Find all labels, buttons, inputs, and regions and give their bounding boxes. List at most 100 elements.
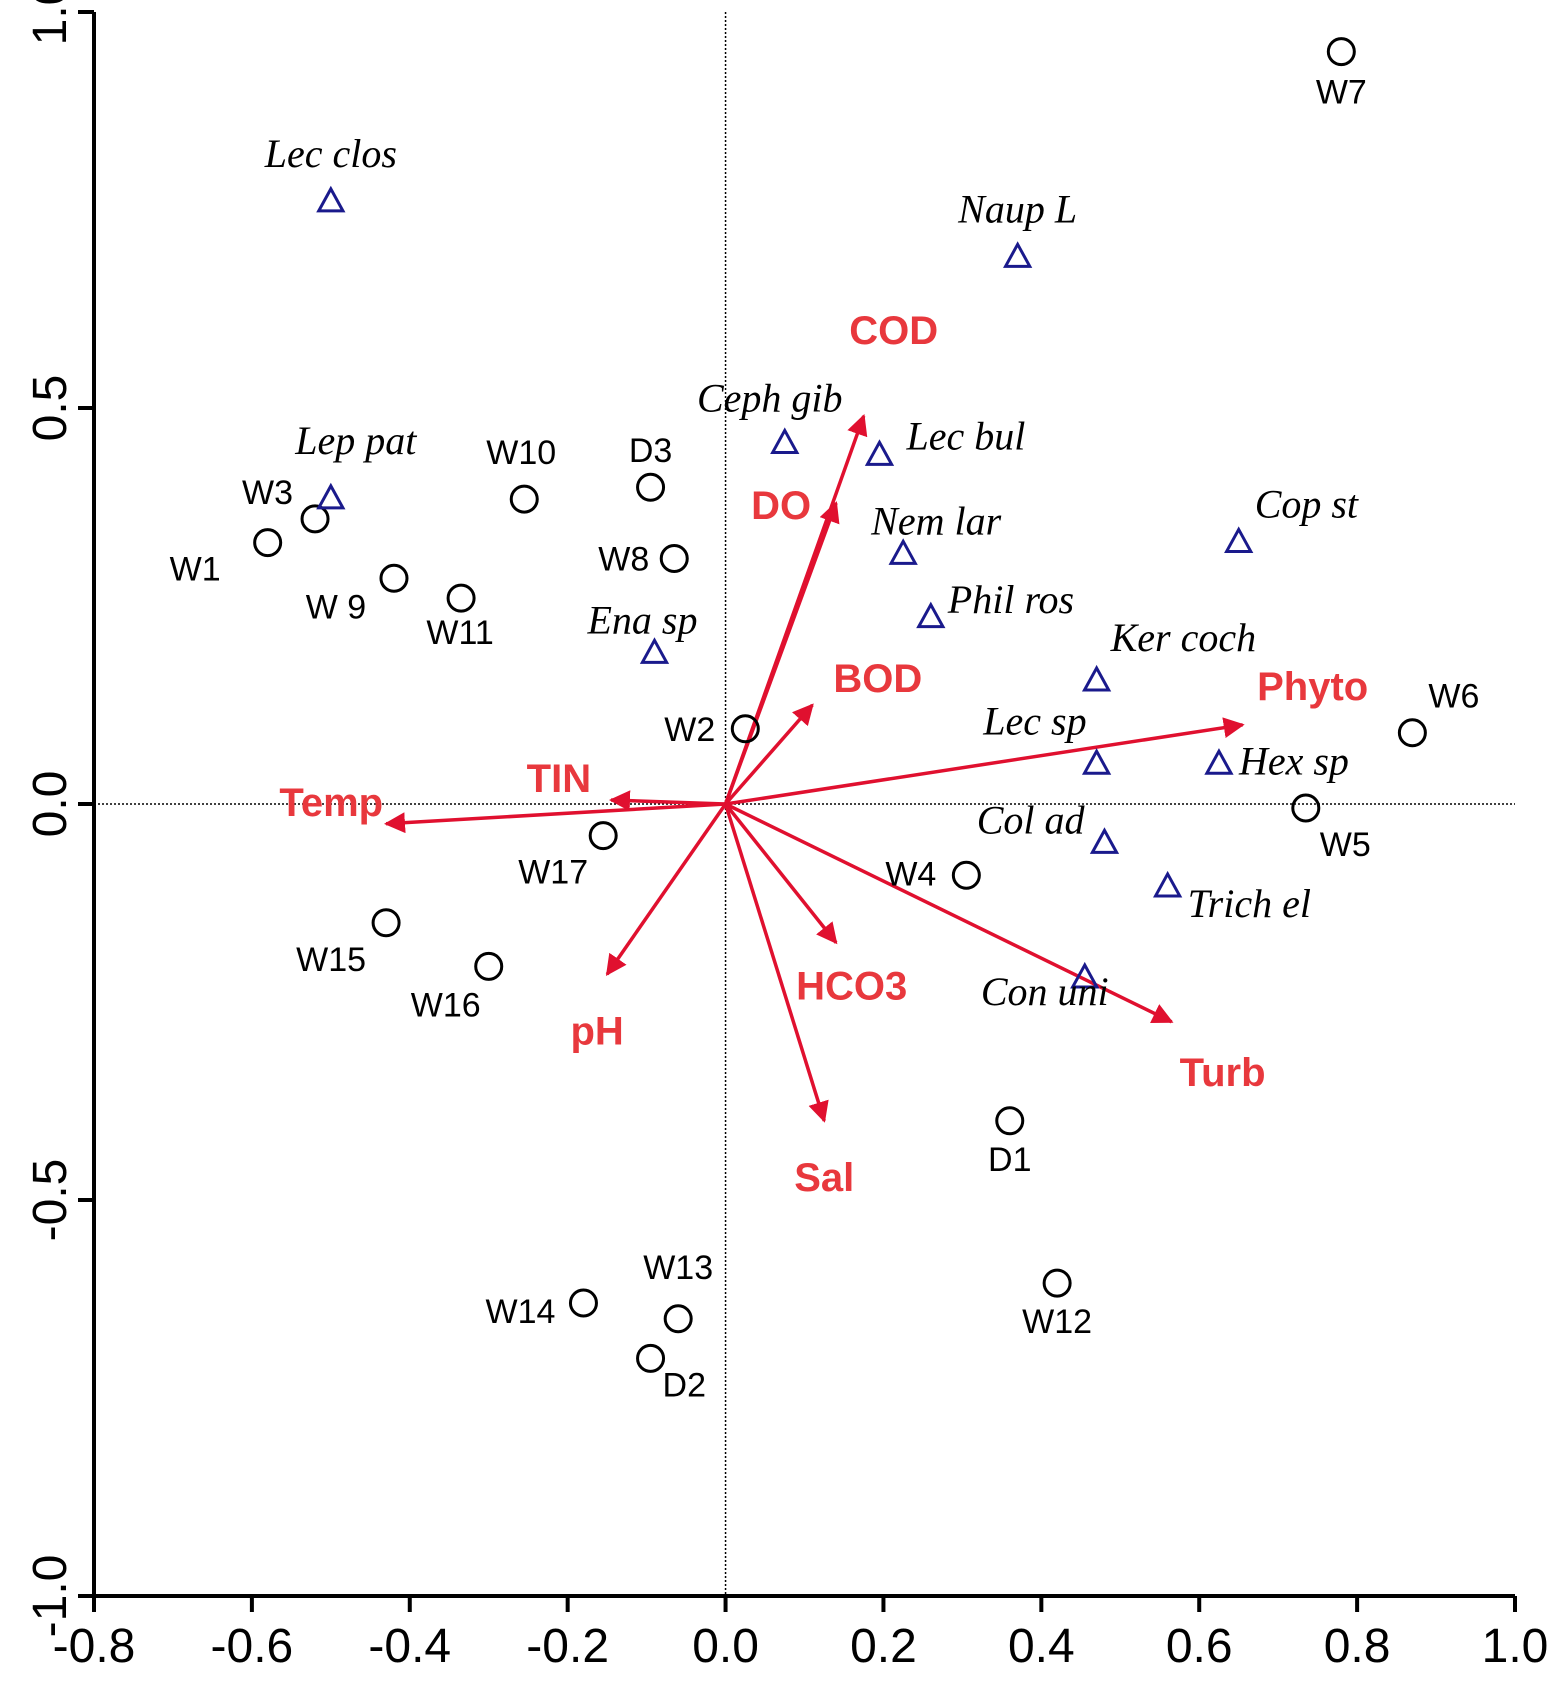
y-tick-label: 1.0 — [24, 0, 77, 45]
x-tick-label: -0.6 — [211, 1620, 294, 1673]
species-marker-ker-coch — [1081, 664, 1112, 692]
site-marker-w16 — [474, 951, 504, 981]
env-arrow-do — [723, 501, 840, 805]
site-label-w7: W7 — [1316, 74, 1367, 112]
species-marker-naup-l — [1003, 241, 1033, 268]
env-arrow-sal — [723, 803, 829, 1123]
x-tick-label: 0.2 — [850, 1620, 917, 1673]
x-tick-label: -0.8 — [53, 1620, 136, 1673]
x-tick-label: 0.6 — [1166, 1620, 1233, 1673]
env-label-hco3: HCO3 — [796, 965, 907, 1009]
site-marker-w1 — [253, 528, 283, 558]
site-label-w14: W14 — [486, 1293, 556, 1331]
site-marker-w10 — [509, 484, 539, 514]
site-marker-w12 — [1042, 1268, 1072, 1298]
x-tick-label: 0.4 — [1008, 1620, 1075, 1673]
species-label-trich-el: Trich el — [1188, 881, 1311, 926]
species-label-con-uni: Con uni — [981, 969, 1109, 1014]
site-marker-d2 — [636, 1343, 666, 1373]
env-arrow-hco3 — [724, 802, 838, 945]
y-tick-label: -0.5 — [24, 1159, 77, 1242]
species-marker-col-ad — [1089, 827, 1120, 854]
species-label-col-ad: Col ad — [977, 798, 1086, 843]
species-marker-nem-lar — [888, 538, 918, 565]
species-label-lep-pat: Lep pat — [294, 418, 417, 463]
site-label-w6: W6 — [1428, 678, 1479, 716]
species-marker-lec-clos — [316, 185, 346, 213]
site-label-w12: W12 — [1022, 1303, 1092, 1341]
species-label-ena-sp: Ena sp — [587, 598, 698, 643]
species-label-hex-sp: Hex sp — [1238, 738, 1349, 783]
site-label-w17: W17 — [518, 854, 588, 892]
species-label-phil-ros: Phil ros — [947, 577, 1074, 622]
site-marker-w17 — [588, 821, 618, 851]
env-label-cod: COD — [849, 309, 938, 353]
site-label-w1: W1 — [170, 551, 221, 589]
site-marker-w3 — [300, 504, 330, 534]
env-label-temp: Temp — [279, 781, 383, 825]
env-label-ph: pH — [570, 1009, 623, 1053]
site-label-w3: W3 — [242, 474, 293, 512]
env-label-sal: Sal — [794, 1156, 854, 1200]
site-label-w11: W11 — [426, 614, 493, 652]
site-label-w13: W13 — [643, 1249, 713, 1287]
y-tick-label: 0.0 — [24, 771, 77, 838]
site-label-w4: W4 — [885, 855, 936, 893]
env-label-turb: Turb — [1180, 1051, 1266, 1095]
site-label-w-9: W 9 — [306, 588, 366, 626]
env-label-tin: TIN — [527, 757, 591, 801]
site-marker-w7 — [1326, 37, 1356, 67]
site-marker-w15 — [371, 908, 401, 938]
env-arrow-temp — [383, 802, 726, 834]
species-marker-lec-sp — [1081, 748, 1112, 775]
species-marker-lep-pat — [316, 482, 346, 510]
env-arrow-ph — [605, 803, 727, 977]
species-marker-hex-sp — [1204, 748, 1234, 775]
site-label-d3: D3 — [629, 432, 672, 470]
species-label-naup-l: Naup L — [957, 187, 1077, 232]
site-label-d1: D1 — [988, 1141, 1031, 1179]
env-label-phyto: Phyto — [1257, 665, 1368, 709]
x-tick-label: 1.0 — [1482, 1620, 1549, 1673]
species-marker-con-uni — [1070, 961, 1100, 989]
site-marker-w8 — [659, 543, 689, 573]
x-tick-label: 0.8 — [1324, 1620, 1391, 1673]
site-label-w15: W15 — [296, 941, 366, 979]
site-label-w2: W2 — [664, 711, 715, 749]
site-marker-w4 — [951, 860, 981, 890]
site-marker-w-9 — [379, 563, 409, 593]
site-marker-d1 — [995, 1106, 1025, 1136]
site-label-w8: W8 — [598, 540, 649, 578]
env-arrow-phyto — [725, 717, 1245, 806]
species-marker-cop-st — [1224, 526, 1254, 553]
species-label-ceph-gib: Ceph gib — [697, 376, 843, 421]
species-label-lec-sp: Lec sp — [982, 698, 1086, 743]
env-label-bod: BOD — [833, 657, 922, 701]
x-tick-label: -0.2 — [526, 1620, 609, 1673]
species-marker-ena-sp — [639, 637, 670, 664]
x-tick-label: 0.0 — [692, 1620, 759, 1673]
y-tick-label: -1.0 — [24, 1555, 77, 1638]
site-marker-w2 — [730, 714, 760, 744]
species-label-ker-coch: Ker coch — [1110, 615, 1257, 660]
site-label-w5: W5 — [1320, 826, 1371, 864]
env-arrow-tin — [608, 790, 726, 812]
site-label-w10: W10 — [486, 434, 556, 472]
site-marker-w5 — [1291, 793, 1321, 823]
y-tick-label: 0.5 — [24, 375, 77, 442]
env-arrow-bod — [724, 703, 814, 806]
species-marker-trich-el — [1153, 870, 1183, 898]
site-marker-d3 — [636, 472, 666, 502]
site-label-w16: W16 — [411, 986, 481, 1024]
species-label-cop-st: Cop st — [1255, 482, 1359, 527]
species-marker-phil-ros — [916, 601, 946, 629]
species-marker-ceph-gib — [770, 427, 800, 454]
x-tick-label: -0.4 — [368, 1620, 451, 1673]
site-label-d2: D2 — [663, 1366, 706, 1404]
species-label-nem-lar: Nem lar — [870, 499, 1001, 544]
site-marker-w6 — [1397, 718, 1427, 748]
site-marker-w14 — [568, 1288, 598, 1318]
site-marker-w11 — [446, 583, 476, 613]
